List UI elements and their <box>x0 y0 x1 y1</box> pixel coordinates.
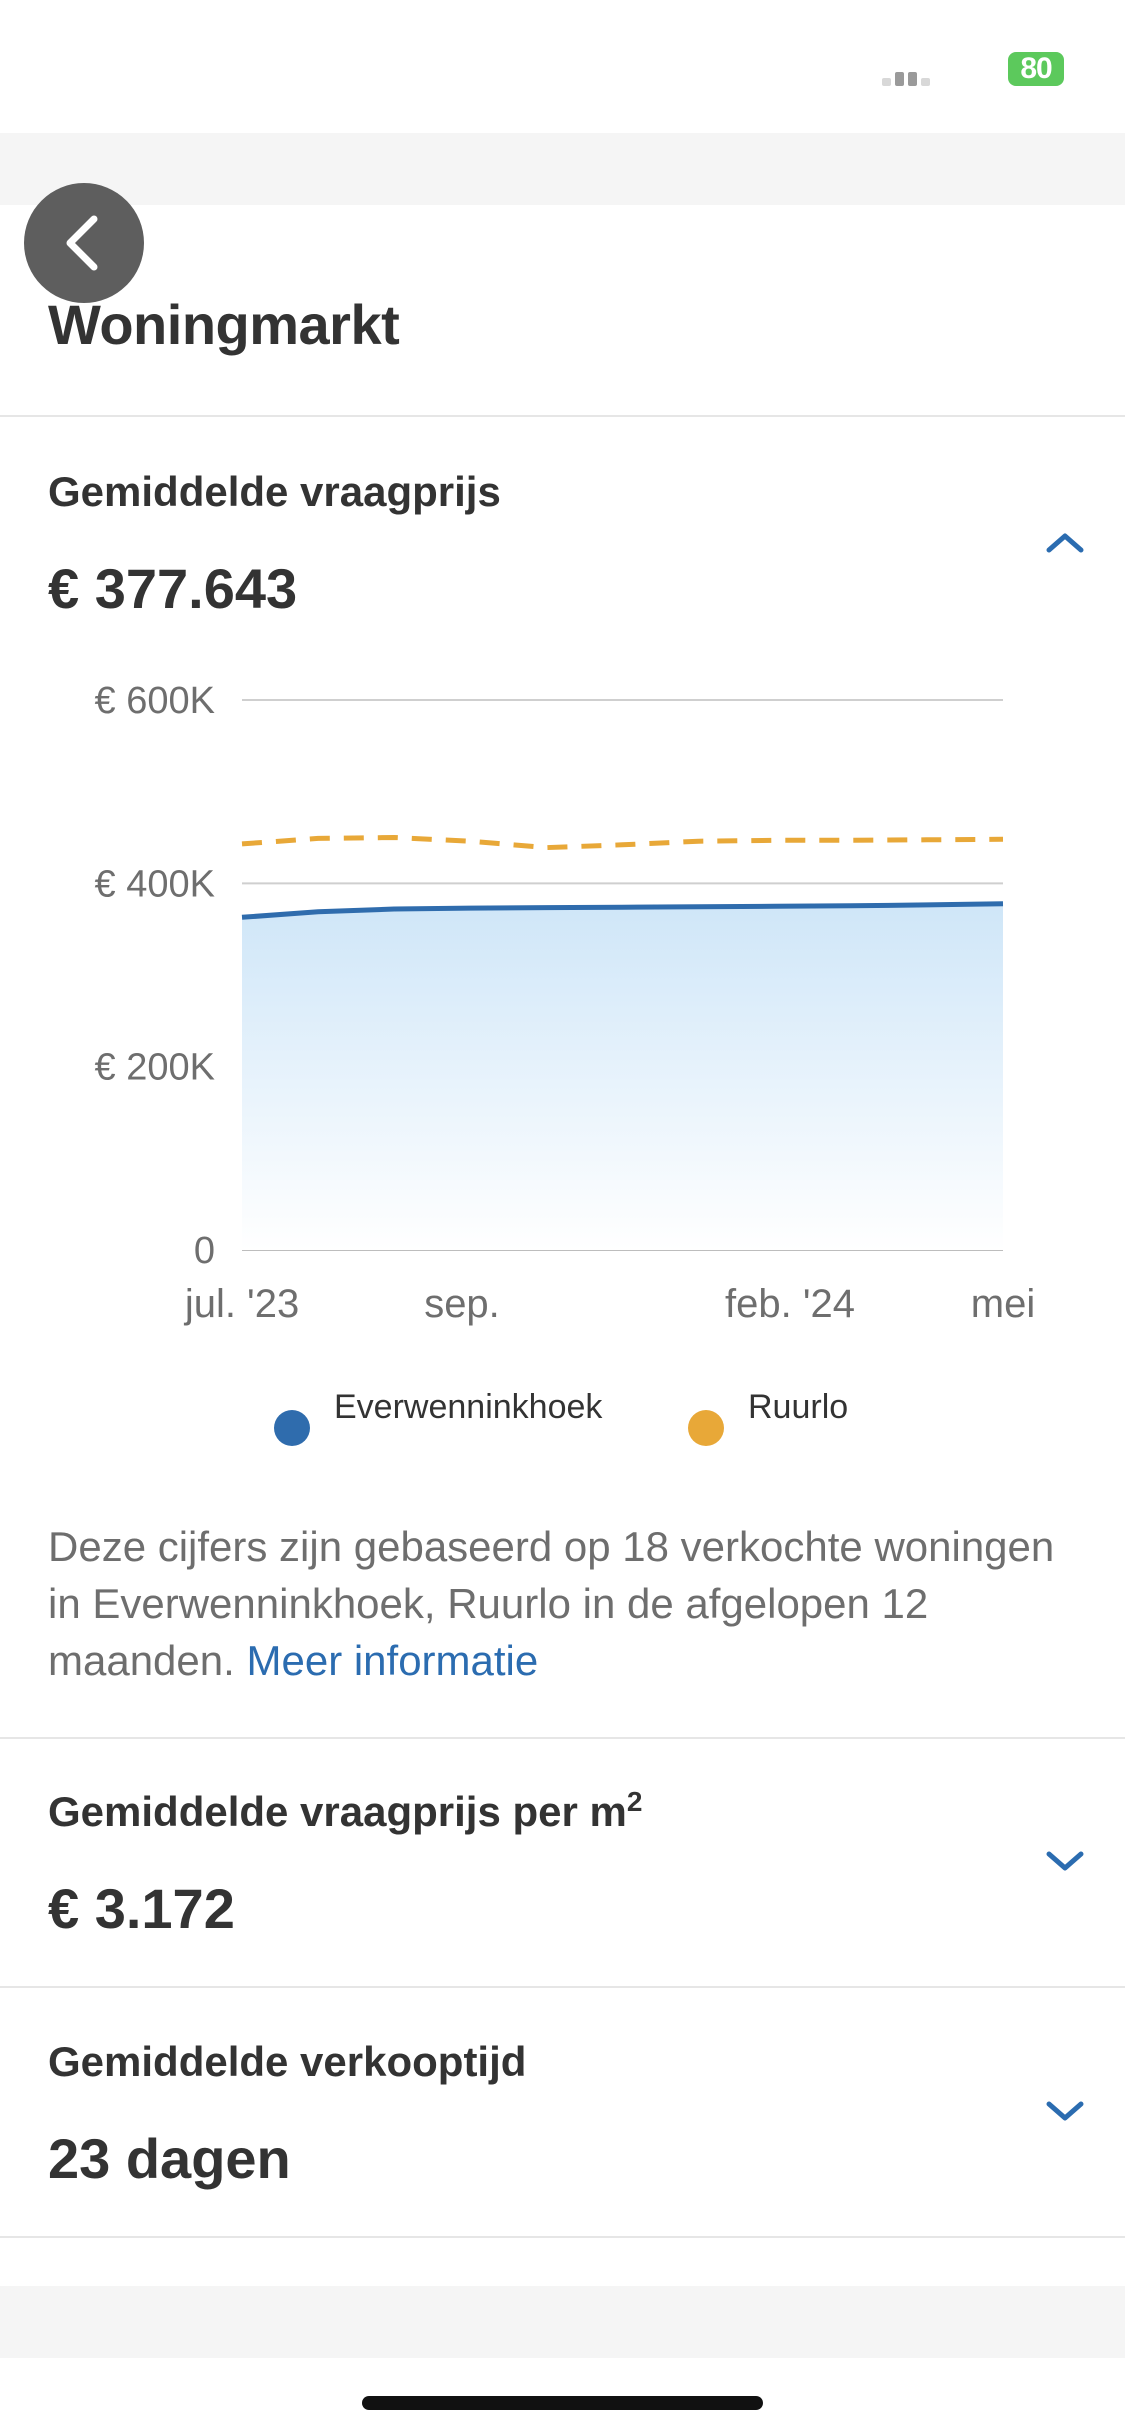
info-description: Deze cijfers zijn gebaseerd op 18 verkoc… <box>48 1523 1055 1684</box>
everwenninkhoek-area <box>242 903 1003 1250</box>
battery-level: 80 <box>1020 52 1052 85</box>
top-spacer <box>0 133 1125 205</box>
price-chart: € 600K € 400K € 200K 0 jul. '23 sep. feb. '24… <box>95 680 1036 1326</box>
status-bar: 80 <box>0 0 1125 133</box>
page-title: Woningmarkt <box>48 293 400 356</box>
y-tick-label: € 400K <box>95 863 215 905</box>
section-label: Gemiddelde vraagprijs per m2 <box>48 1788 642 1836</box>
home-indicator <box>362 2396 763 2410</box>
legend-label-ruurlo: Ruurlo <box>748 1388 849 1426</box>
legend-dot-ruurlo <box>688 1410 724 1446</box>
signal-icon <box>882 70 932 86</box>
section-label-text: Gemiddelde vraagprijs per m <box>48 1788 627 1835</box>
section-value: € 377.643 <box>48 557 298 620</box>
divider <box>0 1737 1125 1739</box>
battery-icon: 80 <box>1008 52 1064 86</box>
x-tick-label: feb. '24 <box>725 1282 855 1326</box>
section-label: Gemiddelde verkooptijd <box>48 2038 527 2085</box>
chevron-down-icon[interactable] <box>1043 2098 1087 2126</box>
y-tick-label: € 600K <box>95 680 215 722</box>
y-tick-label: € 200K <box>95 1047 215 1089</box>
info-text: Deze cijfers zijn gebaseerd op 18 verkoc… <box>48 1518 1068 1689</box>
legend-label-everwenninkhoek: Everwenninkhoek <box>334 1388 603 1426</box>
x-tick-label: mei <box>971 1282 1035 1326</box>
x-tick-label: jul. '23 <box>184 1282 299 1326</box>
more-info-link[interactable]: Meer informatie <box>246 1637 539 1684</box>
divider <box>0 2236 1125 2238</box>
divider <box>0 415 1125 417</box>
x-tick-label: sep. <box>424 1282 500 1326</box>
bottom-spacer <box>0 2286 1125 2358</box>
chevron-up-icon[interactable] <box>1043 528 1087 556</box>
legend-dot-everwenninkhoek <box>274 1410 310 1446</box>
chevron-left-icon <box>66 215 98 271</box>
divider <box>0 1986 1125 1988</box>
section-value: € 3.172 <box>48 1877 235 1940</box>
back-button[interactable] <box>24 183 144 303</box>
ruurlo-line <box>241 835 1004 851</box>
chevron-down-icon[interactable] <box>1043 1848 1087 1876</box>
section-label: Gemiddelde vraagprijs <box>48 468 501 515</box>
everwenninkhoek-line <box>241 901 1004 920</box>
y-tick-label: 0 <box>194 1230 215 1272</box>
section-label-sup: 2 <box>626 1786 643 1817</box>
section-value: 23 dagen <box>48 2127 291 2190</box>
